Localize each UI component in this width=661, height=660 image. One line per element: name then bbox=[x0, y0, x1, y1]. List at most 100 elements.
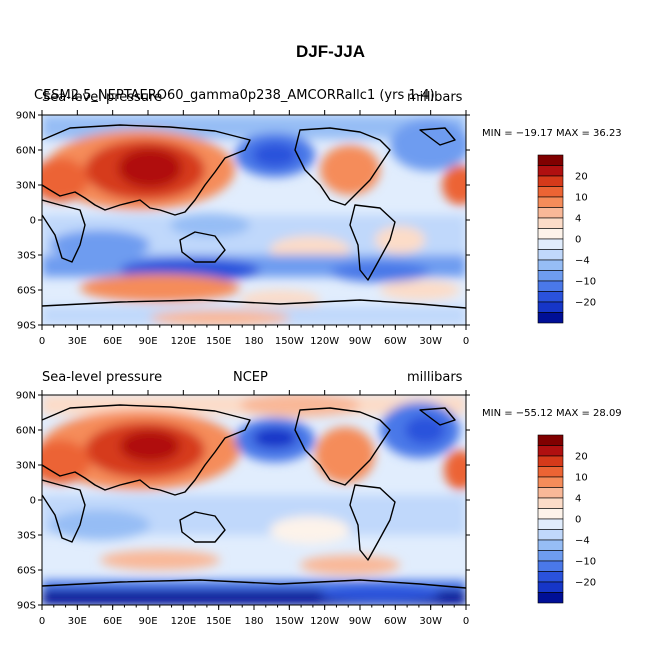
colorbar-label: −20 bbox=[575, 298, 596, 309]
lat-tick-label: 60S bbox=[17, 566, 36, 577]
colorbar-swatch bbox=[537, 476, 564, 488]
lat-tick-label: 90S bbox=[17, 321, 36, 332]
coastlines bbox=[42, 124, 466, 309]
lon-tick-label: 0 bbox=[463, 616, 469, 627]
map-model-field bbox=[42, 115, 466, 325]
lon-tick-label: 120E bbox=[171, 336, 196, 347]
colorbar-swatch bbox=[537, 445, 564, 457]
lon-tick-label: 120W bbox=[310, 336, 339, 347]
colorbar-label: 0 bbox=[575, 235, 581, 246]
colorbar-swatch bbox=[537, 301, 564, 313]
lon-tick-label: 30W bbox=[419, 616, 442, 627]
lat-tick-label: 30N bbox=[16, 181, 36, 192]
colorbar-label: −10 bbox=[575, 277, 596, 288]
lon-tick-label: 150W bbox=[275, 616, 304, 627]
colorbar-swatch bbox=[537, 529, 564, 541]
colorbar-swatch bbox=[537, 165, 564, 177]
colorbar-model: 20 10 4 0 −4 −10 −20 bbox=[537, 154, 596, 324]
panel-left-label: Sea-level pressure bbox=[42, 370, 163, 385]
lon-tick-label: 0 bbox=[39, 336, 45, 347]
colorbar-swatch bbox=[537, 434, 564, 446]
lon-tick-label: 0 bbox=[39, 616, 45, 627]
colorbar-label: 20 bbox=[575, 172, 588, 183]
lon-tick-label: 60E bbox=[103, 336, 122, 347]
colorbar-swatch bbox=[537, 312, 564, 324]
lat-tick-label: 90N bbox=[16, 391, 36, 402]
colorbar-swatch bbox=[537, 259, 564, 271]
lon-tick-label: 120W bbox=[310, 616, 339, 627]
lon-tick-label: 0 bbox=[463, 336, 469, 347]
lon-tick-label: 150E bbox=[206, 616, 231, 627]
colorbar-label: 10 bbox=[575, 473, 588, 484]
colorbar-label: 4 bbox=[575, 494, 581, 505]
colorbar-swatch bbox=[537, 196, 564, 208]
lon-tick-label: 90W bbox=[349, 336, 372, 347]
lon-tick-label: 120E bbox=[171, 616, 196, 627]
lon-tick-label: 90E bbox=[138, 616, 157, 627]
colorbar-swatch bbox=[537, 571, 564, 583]
colorbar-swatch bbox=[537, 217, 564, 229]
panel-center-label: CESM2.5_NEPTAERO60_gamma0p238_AMCORRallc… bbox=[34, 88, 435, 103]
colorbar-swatch bbox=[537, 175, 564, 187]
colorbar-swatch bbox=[537, 280, 564, 292]
lon-tick-label: 180 bbox=[244, 336, 263, 347]
lon-tick-label: 30E bbox=[68, 616, 87, 627]
colorbar-label: 20 bbox=[575, 452, 588, 463]
lon-tick-label: 60E bbox=[103, 616, 122, 627]
colorbar-swatch bbox=[537, 487, 564, 499]
lat-tick-label: 60N bbox=[16, 426, 36, 437]
colorbar-swatch bbox=[537, 291, 564, 303]
lat-tick-label: 60S bbox=[17, 286, 36, 297]
figure-title: DJF-JJA bbox=[296, 42, 365, 61]
colorbar-swatch bbox=[537, 581, 564, 593]
lon-tick-label: 180 bbox=[244, 616, 263, 627]
lat-tick-label: 90N bbox=[16, 111, 36, 122]
colorbar-ncep: 20 10 4 0 −4 −10 −20 bbox=[537, 434, 596, 604]
colorbar-swatch bbox=[537, 550, 564, 562]
lon-tick-label: 150E bbox=[206, 336, 231, 347]
colorbar-swatch bbox=[537, 466, 564, 478]
colorbar-label: −4 bbox=[575, 536, 590, 547]
coastlines bbox=[42, 404, 466, 589]
map-ncep-field bbox=[42, 395, 466, 605]
lat-tick-label: 30S bbox=[17, 251, 36, 262]
panel-units-label: millibars bbox=[407, 90, 463, 105]
panel-units-label: millibars bbox=[407, 370, 463, 385]
colorbar-label: 4 bbox=[575, 214, 581, 225]
lat-tick-label: 60N bbox=[16, 146, 36, 157]
colorbar-label: 10 bbox=[575, 193, 588, 204]
colorbar-swatch bbox=[537, 508, 564, 520]
colorbar-swatch bbox=[537, 455, 564, 467]
colorbar-swatch bbox=[537, 154, 564, 166]
panel-minmax: MIN = −19.17 MAX = 36.23 bbox=[482, 128, 622, 139]
colorbar-swatch bbox=[537, 186, 564, 198]
colorbar-label: 0 bbox=[575, 515, 581, 526]
colorbar-swatch bbox=[537, 518, 564, 530]
lon-tick-label: 60W bbox=[384, 616, 407, 627]
lat-tick-label: 30N bbox=[16, 461, 36, 472]
colorbar-label: −4 bbox=[575, 256, 590, 267]
panel-minmax: MIN = −55.12 MAX = 28.09 bbox=[482, 408, 622, 419]
colorbar-swatch bbox=[537, 560, 564, 572]
colorbar-swatch bbox=[537, 238, 564, 250]
colorbar-swatch bbox=[537, 592, 564, 604]
lat-tick-label: 0 bbox=[30, 216, 36, 227]
lon-tick-label: 90E bbox=[138, 336, 157, 347]
lat-tick-label: 0 bbox=[30, 496, 36, 507]
lat-tick-label: 30S bbox=[17, 531, 36, 542]
lon-tick-label: 30W bbox=[419, 336, 442, 347]
colorbar-label: −20 bbox=[575, 578, 596, 589]
colorbar-swatch bbox=[537, 249, 564, 261]
colorbar-swatch bbox=[537, 228, 564, 240]
panel-center-label: NCEP bbox=[233, 370, 268, 385]
lon-tick-label: 60W bbox=[384, 336, 407, 347]
colorbar-swatch bbox=[537, 539, 564, 551]
lon-tick-label: 90W bbox=[349, 616, 372, 627]
colorbar-swatch bbox=[537, 270, 564, 282]
colorbar-label: −10 bbox=[575, 557, 596, 568]
colorbar-swatch bbox=[537, 207, 564, 219]
lon-tick-label: 150W bbox=[275, 336, 304, 347]
